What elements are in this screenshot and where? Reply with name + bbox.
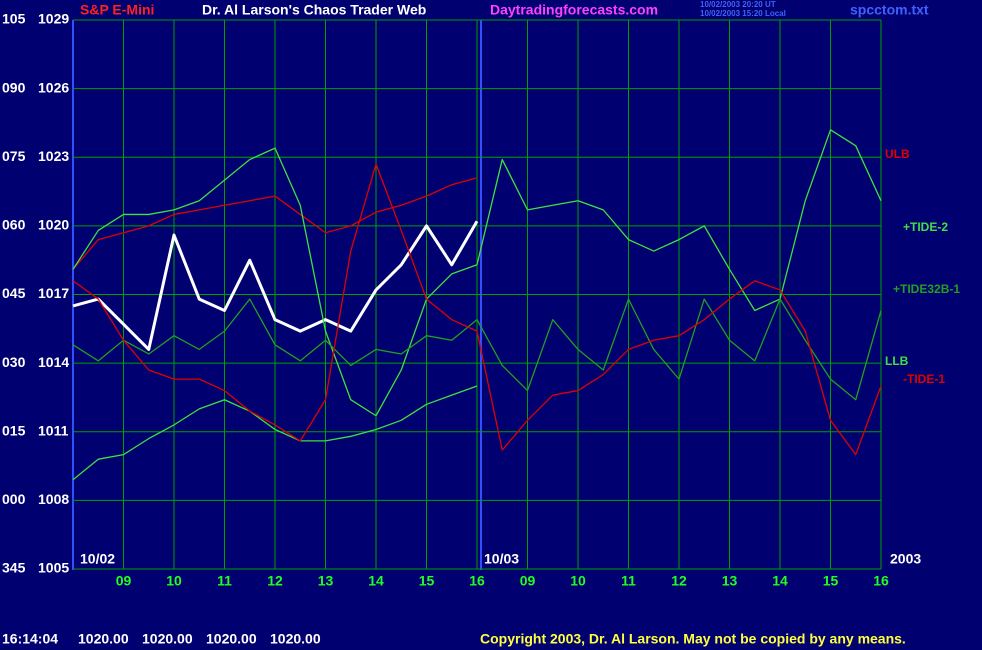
date-label: 10/03 — [484, 551, 519, 567]
status-quote: 1020.00 — [206, 631, 257, 647]
angle-label: 345 — [2, 560, 26, 576]
y-tick-label: 1026 — [38, 79, 69, 95]
x-tick-label: 16 — [469, 573, 485, 589]
x-tick-label: 12 — [267, 573, 283, 589]
status-quote: 1020.00 — [270, 631, 321, 647]
site-title: Dr. Al Larson's Chaos Trader Web — [202, 2, 426, 18]
x-tick-label: 10 — [570, 573, 586, 589]
x-tick-label: 09 — [116, 573, 132, 589]
x-tick-label: 15 — [419, 573, 435, 589]
x-tick-label: 13 — [722, 573, 738, 589]
series-label: -TIDE-1 — [903, 372, 945, 386]
angle-label: 045 — [2, 285, 26, 301]
angle-label: 075 — [2, 148, 26, 164]
time-local: 10/02/2003 15:20 Local — [700, 9, 786, 18]
series-label: +TIDE-2 — [903, 220, 948, 234]
y-tick-label: 1005 — [38, 560, 69, 576]
x-tick-label: 14 — [368, 573, 384, 589]
angle-label: 000 — [2, 491, 26, 507]
series-label: +TIDE32B-1 — [893, 282, 960, 296]
date-label: 10/02 — [80, 551, 115, 567]
x-tick-label: 11 — [217, 573, 232, 589]
time-ut: 10/02/2003 20:20 UT — [700, 0, 776, 9]
angle-label: 090 — [2, 79, 26, 95]
y-tick-label: 1020 — [38, 217, 69, 233]
series-label: ULB — [885, 147, 910, 161]
site-url: Daytradingforecasts.com — [490, 2, 658, 18]
y-tick-label: 1023 — [38, 148, 69, 164]
status-time: 16:14:04 — [2, 631, 58, 647]
instrument: S&P E-Mini — [80, 2, 154, 18]
date-label: 2003 — [890, 551, 921, 567]
y-tick-label: 1014 — [38, 354, 69, 370]
y-tick-label: 1029 — [38, 11, 69, 27]
status-quote: 1020.00 — [142, 631, 193, 647]
copyright: Copyright 2003, Dr. Al Larson. May not b… — [480, 631, 906, 647]
series-label: LLB — [885, 354, 909, 368]
y-tick-label: 1008 — [38, 491, 69, 507]
series-line — [72, 177, 478, 270]
status-quote: 1020.00 — [78, 631, 129, 647]
x-tick-label: 12 — [671, 573, 687, 589]
angle-label: 015 — [2, 422, 26, 438]
x-tick-label: 13 — [318, 573, 334, 589]
x-tick-label: 11 — [621, 573, 636, 589]
series-line — [72, 129, 882, 417]
x-tick-label: 14 — [772, 573, 788, 589]
x-tick-label: 09 — [520, 573, 536, 589]
x-tick-label: 15 — [823, 573, 839, 589]
file-name: spcctom.txt — [850, 2, 929, 18]
angle-label: 030 — [2, 354, 26, 370]
series-line — [72, 298, 882, 401]
series-line — [72, 163, 882, 456]
x-tick-label: 16 — [873, 573, 889, 589]
angle-label: 105 — [2, 11, 26, 27]
y-tick-label: 1017 — [38, 285, 69, 301]
series-line — [72, 385, 478, 481]
angle-label: 060 — [2, 217, 26, 233]
x-tick-label: 10 — [166, 573, 182, 589]
y-tick-label: 1011 — [38, 422, 69, 438]
